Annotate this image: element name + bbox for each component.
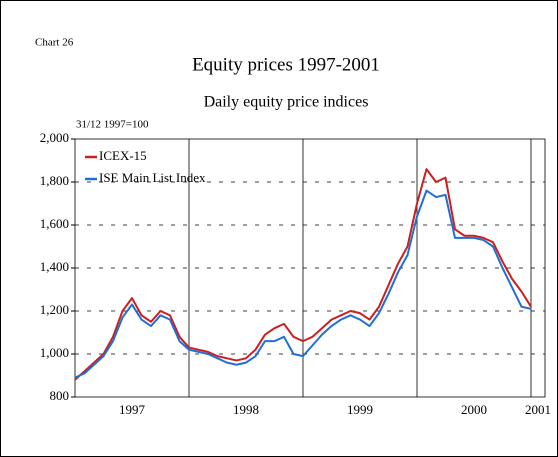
y-tick-label: 1,400	[40, 259, 69, 274]
x-tick-label: 2001	[525, 402, 551, 417]
x-tick-label: 1998	[233, 402, 259, 417]
chart-label: Chart 26	[35, 37, 74, 49]
legend-label: ISE Main List Index	[99, 170, 206, 185]
legend-label: ICEX-15	[99, 148, 147, 163]
plot-frame	[74, 138, 546, 398]
y-tick-label: 1,200	[40, 302, 69, 317]
y-tick-label: 2,000	[40, 130, 69, 145]
series-line	[74, 168, 532, 381]
y-tick-label: 1,000	[40, 345, 69, 360]
y-note: 31/12 1997=100	[76, 119, 149, 131]
chart-subtitle: Daily equity price indices	[204, 94, 369, 111]
x-tick-label: 1999	[347, 402, 373, 417]
y-tick-label: 1,600	[40, 216, 69, 231]
y-tick-label: 1,800	[40, 173, 69, 188]
y-tick-label: 800	[50, 388, 70, 403]
x-tick-label: 1997	[119, 402, 146, 417]
chart-title: Equity prices 1997-2001	[192, 54, 380, 75]
x-tick-label: 2000	[461, 402, 487, 417]
series-line	[74, 189, 532, 379]
